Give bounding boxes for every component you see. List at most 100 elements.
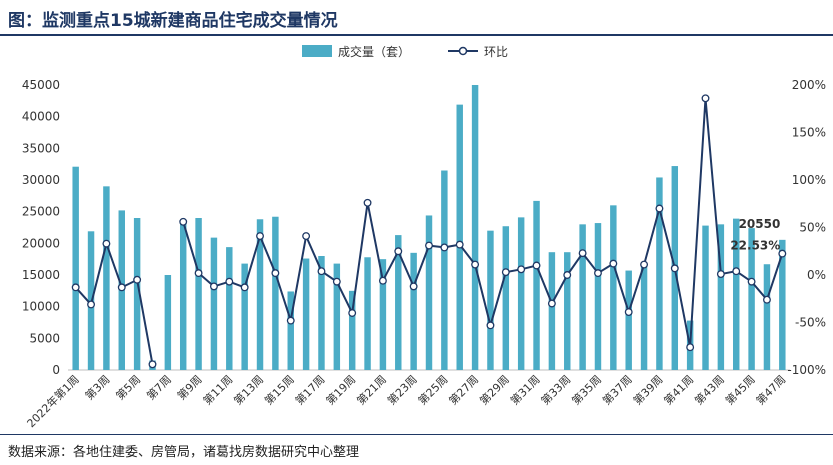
data-source: 数据来源：各地住建委、房管局，诸葛找房数据研究中心整理: [8, 445, 360, 460]
line-point: [471, 260, 480, 269]
line-point: [240, 283, 249, 292]
bar: [471, 85, 479, 370]
y-right-tick-label: 0%: [807, 268, 826, 282]
bar: [179, 221, 187, 370]
data-label: 20550: [739, 217, 781, 231]
bar: [656, 177, 663, 370]
bar: [779, 239, 786, 370]
line-point: [286, 316, 295, 325]
line-point: [179, 217, 188, 226]
y-right-tick-label: 200%: [792, 78, 826, 92]
bar: [579, 224, 586, 370]
line-point: [363, 198, 372, 207]
bar: [533, 200, 540, 370]
line-point: [517, 265, 526, 274]
y-left-tick-label: 5000: [29, 331, 60, 345]
line-point: [409, 282, 418, 291]
line-point: [547, 299, 556, 308]
bar: [610, 205, 617, 370]
bar: [348, 290, 356, 370]
bar: [487, 230, 494, 370]
line-point: [763, 295, 771, 304]
bar: [702, 225, 709, 370]
data-label: 22.53%: [730, 239, 780, 253]
line-point: [117, 283, 126, 292]
line-point: [701, 94, 710, 103]
line-point: [209, 282, 218, 291]
x-tick-label: 第47周: [753, 372, 788, 407]
y-left-tick-label: 10000: [22, 300, 60, 314]
x-tick-label: 第11周: [200, 372, 235, 407]
bar: [133, 218, 141, 370]
line-point: [271, 269, 280, 278]
y-left-tick-label: 30000: [22, 173, 60, 187]
line-point: [332, 277, 341, 286]
x-tick-label: 第37周: [599, 372, 634, 407]
bar: [748, 228, 755, 370]
y-right-tick-label: 100%: [792, 173, 826, 187]
y-right-tick-label: 150%: [792, 126, 826, 140]
bar: [594, 223, 602, 370]
line-point: [532, 261, 541, 270]
bar: [256, 219, 264, 370]
x-tick-label: 第27周: [446, 372, 481, 407]
x-tick-label: 第39周: [630, 372, 665, 407]
y-left-tick-label: 0: [52, 363, 60, 377]
legend-bar-swatch: [302, 45, 332, 57]
y-left-tick-label: 40000: [22, 110, 60, 124]
line-point: [670, 264, 679, 273]
x-tick-label: 第3周: [82, 372, 112, 402]
x-tick-label: 第45周: [722, 372, 757, 407]
bar: [456, 104, 463, 370]
x-tick-label: 第43周: [692, 372, 727, 407]
bar: [195, 218, 202, 370]
chart-area: 成交量（套） 环比 0 5000 10000 15000 20000 25000 30000…: [22, 44, 826, 430]
bar: [164, 275, 172, 370]
y-right-tick-label: -100%: [787, 363, 826, 377]
x-tick-label: 第5周: [113, 372, 143, 402]
line-point: [394, 247, 403, 256]
y-left-tick-label: 45000: [22, 78, 60, 92]
y-left-tick-label: 25000: [22, 205, 60, 219]
x-tick-label: 第7周: [144, 372, 174, 402]
bar: [318, 256, 325, 370]
legend-line-label: 环比: [484, 45, 508, 59]
x-tick-label: 2022年第1周: [24, 372, 82, 430]
line-point: [425, 241, 433, 250]
bar: [548, 252, 556, 370]
line-point: [578, 249, 587, 258]
line-point: [317, 267, 326, 276]
line-point: [302, 232, 311, 240]
line-point: [624, 308, 633, 316]
bar: [625, 270, 632, 370]
line-point: [225, 277, 234, 286]
line-point: [778, 249, 787, 258]
bar: [425, 215, 433, 370]
bar: [272, 216, 279, 370]
x-tick-label: 第21周: [354, 372, 389, 407]
line-point: [455, 240, 464, 249]
data-labels: 20550 22.53%: [730, 217, 780, 253]
bar: [395, 235, 402, 370]
line-point: [655, 204, 664, 213]
legend-line-marker: [458, 46, 468, 56]
line-point: [609, 259, 618, 268]
x-tick-label: 第41周: [661, 372, 696, 407]
line-point: [747, 277, 756, 286]
bar: [241, 263, 248, 370]
bar: [441, 170, 448, 370]
bar: [564, 252, 571, 370]
x-tick-label: 第33周: [538, 372, 573, 407]
legend-bar-label: 成交量（套）: [338, 44, 410, 59]
line-point: [563, 271, 572, 279]
y-right-tick-label: 50%: [799, 221, 826, 235]
x-tick-label: 第19周: [323, 372, 358, 407]
line-point: [501, 268, 510, 277]
title-rule: [0, 34, 833, 36]
line-point: [594, 269, 602, 278]
x-tick-label: 第23周: [384, 372, 419, 407]
bar: [379, 259, 387, 370]
line-point: [732, 267, 741, 276]
line-point: [640, 260, 649, 269]
